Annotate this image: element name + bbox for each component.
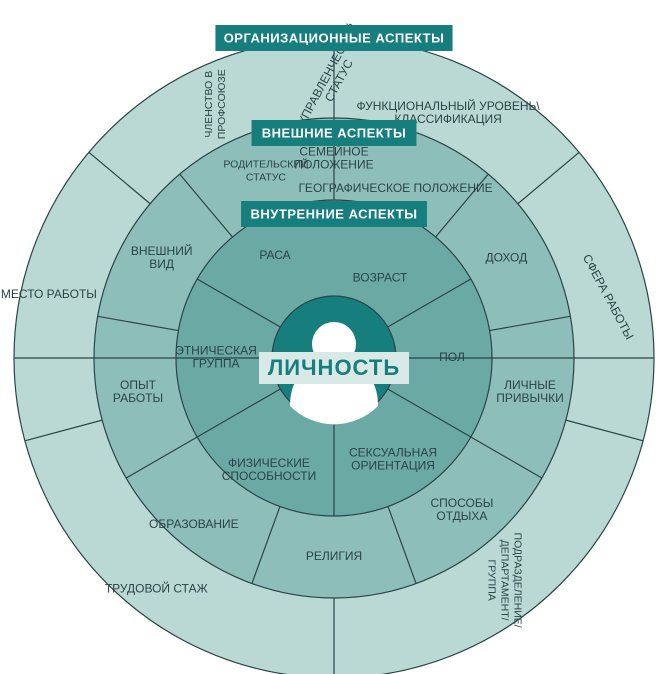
inner-seg-5: РАСА: [259, 248, 290, 262]
middle-seg-3: СПОСОБЫОТДЫХА: [430, 496, 493, 523]
outer-tag: ОРГАНИЗАЦИОННЫЕ АСПЕКТЫ: [224, 30, 445, 45]
outer-seg-3: ТРУДОВОЙ СТАЖ: [105, 581, 208, 596]
svg-text:ЧЛЕНСТВО ВПРОФСОЮЗЕ: ЧЛЕНСТВО ВПРОФСОЮЗЕ: [203, 69, 228, 139]
inner-seg-1: ПОЛ: [439, 350, 465, 364]
outer-seg-5: ЧЛЕНСТВО ВПРОФСОЮЗЕ: [203, 69, 228, 139]
middle-seg-0: ГЕОГРАФИЧЕСКОЕ ПОЛОЖЕНИЕ: [298, 181, 492, 195]
middle-seg-9: СЕМЕЙНОЕПОЛОЖЕНИЕ: [294, 144, 373, 172]
inner-seg-0: ВОЗРАСТ: [353, 270, 408, 284]
inner-tag: ВНУТРЕННИЕ АСПЕКТЫ: [251, 206, 418, 221]
outer-seg-4: МЕСТО РАБОТЫ: [1, 287, 97, 301]
inner-seg-3: ФИЗИЧЕСКИЕСПОСОБНОСТИ: [222, 456, 316, 483]
middle-seg-4: РЕЛИГИЯ: [306, 549, 362, 563]
middle-seg-6: ОПЫТРАБОТЫ: [113, 378, 163, 405]
inner-seg-2: СЕКСУАЛЬНАЯОРИЕНТАЦИЯ: [349, 446, 437, 473]
middle-seg-2: ЛИЧНЫЕПРИВЫЧКИ: [496, 378, 564, 405]
svg-text:МЕСТО РАБОТЫ: МЕСТО РАБОТЫ: [1, 287, 97, 301]
middle-tag: ВНЕШНИЕ АСПЕКТЫ: [262, 125, 406, 140]
middle-seg-5: ОБРАЗОВАНИЕ: [149, 517, 239, 531]
svg-text:ТРУДОВОЙ СТАЖ: ТРУДОВОЙ СТАЖ: [105, 581, 208, 596]
core-label: ЛИЧНОСТЬ: [268, 355, 400, 380]
diversity-wheel-diagram: ВОЗРАСТ ПОЛ СЕКСУАЛЬНАЯОРИЕНТАЦИЯ ФИЗИЧЕСКИ…: [0, 0, 669, 674]
middle-seg-1: ДОХОД: [485, 251, 527, 265]
